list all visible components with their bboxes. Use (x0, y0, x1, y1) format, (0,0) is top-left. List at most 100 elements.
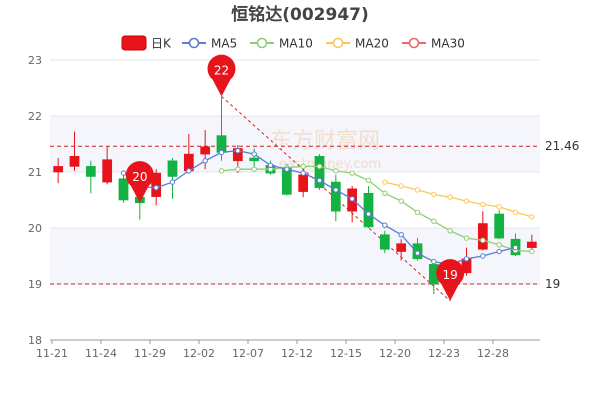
ma20-point (512, 209, 519, 216)
pin-marker: 20 (125, 161, 154, 203)
candle (53, 158, 64, 184)
candle-body (298, 174, 309, 192)
ma5-point (398, 232, 404, 238)
legend-label: MA10 (279, 37, 313, 51)
x-tick-label: 12-02 (183, 347, 215, 360)
ma10-point (414, 209, 421, 216)
legend-swatch-dot (188, 37, 200, 49)
ma10-point (529, 248, 535, 255)
ma20-point (496, 204, 502, 210)
candle (526, 234, 537, 251)
ma20-point (447, 194, 453, 200)
ma10-point (480, 237, 486, 244)
legend-item[interactable]: MA20 (326, 37, 389, 51)
pin-label: 19 (443, 268, 458, 282)
ma10-point (218, 168, 225, 174)
ma5-point (349, 196, 355, 202)
candle-body (200, 146, 211, 155)
candle (85, 160, 96, 194)
pin-markers: 22 20 19 (125, 54, 465, 301)
ma10-point (300, 163, 306, 170)
x-tick-label: 12-12 (281, 347, 313, 360)
candle (494, 210, 505, 240)
candle-body (396, 243, 407, 252)
candle (363, 186, 374, 228)
pin-marker: 22 (207, 54, 236, 97)
ma5-point (300, 170, 306, 176)
legend-label: MA30 (431, 37, 465, 51)
candle (102, 146, 113, 185)
candle-body (494, 213, 505, 239)
legend[interactable]: 日K MA5 MA10 MA20 MA30 (121, 35, 465, 51)
legend-swatch-dot (408, 37, 420, 49)
ma20-point (480, 201, 486, 208)
ma10-point (463, 235, 470, 241)
ma10-point (398, 198, 404, 204)
candle-body (330, 181, 341, 212)
ma10-point (382, 190, 388, 196)
candle (379, 230, 390, 254)
candle-body (249, 157, 260, 162)
ma10-point (365, 177, 372, 184)
candle (347, 186, 358, 223)
pin-label: 20 (132, 170, 147, 184)
x-tick-label: 12-15 (330, 347, 362, 360)
legend-swatch-dot (332, 37, 344, 49)
legend-item[interactable]: 日K (121, 35, 172, 51)
ma20-point (463, 198, 470, 204)
ma20-line (384, 181, 532, 218)
legend-item[interactable]: MA30 (402, 37, 465, 51)
ma5-point (251, 151, 257, 157)
x-tick-label: 11-29 (134, 347, 166, 360)
x-tick-label: 12-23 (428, 347, 460, 360)
ma5-point (382, 222, 388, 228)
ma10-point (333, 168, 339, 174)
watermark-main: 东方财富网 (270, 129, 380, 154)
ma5-point (333, 187, 339, 193)
ma10-point (447, 228, 453, 234)
ma5-point (120, 170, 127, 176)
pin-shape (436, 259, 465, 301)
x-tick-label: 12-07 (232, 347, 264, 360)
candle-body (151, 172, 162, 197)
ma10-point (316, 163, 323, 170)
ma10-point (349, 170, 355, 176)
legend-label: MA20 (355, 37, 389, 51)
legend-item[interactable]: MA10 (250, 37, 313, 51)
candle-body (314, 156, 325, 188)
pin-shape (207, 54, 236, 97)
ma5-point (186, 168, 192, 174)
candle-body (477, 223, 488, 250)
ma10-point (251, 166, 257, 172)
candle (118, 170, 129, 203)
legend-label: MA5 (211, 37, 237, 51)
x-tick-label: 12-28 (477, 347, 509, 360)
ma5-point (169, 179, 176, 185)
ma5-point (153, 184, 159, 191)
chart-title: 恒铭达(002947) (231, 4, 369, 25)
ma5-point (284, 166, 290, 172)
ma20-point (414, 187, 421, 193)
x-tick-label: 12-20 (379, 347, 411, 360)
candle-body (379, 234, 390, 250)
ma5-point (512, 244, 519, 251)
ma10-line (221, 165, 532, 253)
legend-item[interactable]: MA5 (182, 37, 237, 51)
ma20-point (431, 191, 437, 198)
ma20-point (398, 183, 404, 189)
reference-line-label: 21.46 (545, 139, 579, 153)
candle (314, 154, 325, 190)
candle-body (167, 160, 178, 177)
candle (477, 211, 488, 251)
pin-shape (125, 161, 154, 203)
ma5-point (431, 258, 437, 265)
y-tick-label: 19 (28, 278, 42, 291)
candle-body (118, 178, 129, 201)
ma5-point (463, 256, 470, 262)
ma5-point (496, 248, 502, 255)
y-tick-label: 21 (28, 166, 42, 179)
y-tick-label: 22 (28, 110, 42, 123)
x-tick-label: 11-21 (36, 347, 68, 360)
legend-swatch (121, 35, 147, 51)
